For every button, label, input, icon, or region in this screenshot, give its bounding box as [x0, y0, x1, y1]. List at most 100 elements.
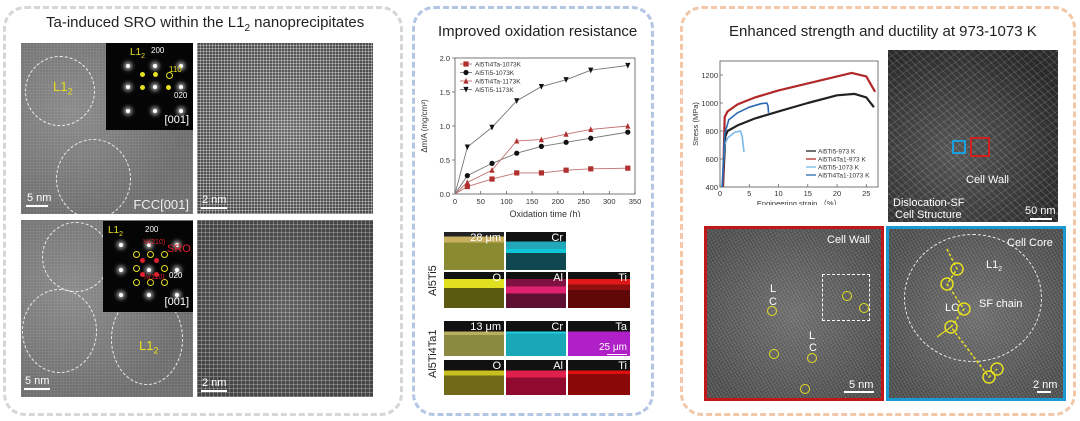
data-point [538, 170, 544, 176]
x-tick-label: 25 [862, 189, 870, 198]
y-tick-label: 1200 [701, 71, 718, 80]
legend-label: Al5Ti4Ta-1073K [475, 62, 522, 69]
y-tick-label: 800 [705, 127, 718, 136]
series-line-0 [721, 92, 875, 188]
panel-oxidation [412, 6, 654, 416]
blue-roi-box [952, 140, 966, 154]
series-line-1 [454, 131, 628, 195]
hrtem-cell-core: Cell Core L12 LC SF chain 2 nm [886, 226, 1066, 401]
y-tick-label: 0.5 [440, 156, 450, 165]
x-tick-label: 350 [629, 197, 642, 206]
data-point [538, 83, 544, 90]
x-tick-label: 15 [804, 189, 812, 198]
eds-map-ti-al5ti5: Ti [568, 272, 630, 308]
x-tick-label: 50 [477, 197, 485, 206]
data-point [464, 183, 470, 190]
x-tick-label: 0 [718, 189, 722, 198]
eds-map-sem-al5ti5: 28 μm [444, 232, 504, 270]
legend-label: Al5Ti5-1173K [475, 87, 514, 94]
plot-frame [454, 57, 636, 195]
oxidation-chart: 0 50 100 150 200 250 300 350 0.0 0.5 1.0 1.5 2.0 Oxid… [420, 54, 642, 217]
sem-dislocation-cell: Cell Wall Dislocation-SF Cell Structure … [888, 50, 1058, 222]
data-point [625, 122, 631, 129]
panel-strength [680, 6, 1076, 416]
data-point [489, 124, 495, 131]
x-tick-label: 100 [500, 197, 513, 206]
x-tick-label: 250 [577, 197, 590, 206]
x-tick-label: 150 [526, 197, 539, 206]
data-point [464, 144, 470, 151]
data-point [563, 77, 569, 83]
data-point [625, 62, 631, 69]
hrtem-image-bottom: 2 nm [197, 220, 373, 397]
data-point [514, 137, 520, 144]
series-line-2 [454, 125, 628, 195]
x-axis-label: Oxidation time (h) [509, 209, 580, 217]
eds-map-o-al5ti4ta1: O [444, 360, 504, 395]
data-point [489, 160, 495, 166]
x-axis-label: Engineering strain （%） [757, 199, 841, 205]
y-axis-label: Δm/A (mg/cm²) [420, 99, 429, 153]
fft-inset-bottom: L12 200 ½(210) SRO ½(110) 020 [001] [103, 221, 193, 312]
plot-frame [719, 60, 879, 188]
hrtem-cell-wall: Cell Wall L C L C 5 nm [704, 226, 884, 401]
data-point [464, 173, 470, 179]
y-tick-label: 0.0 [440, 190, 450, 199]
data-point [489, 176, 495, 182]
data-point [538, 143, 544, 149]
data-point [625, 129, 631, 135]
data-point [588, 135, 594, 141]
panel-title-oxidation: Improved oxidation resistance [438, 23, 638, 40]
x-tick-label: 10 [774, 189, 782, 198]
scale-label: 5 nm [27, 192, 52, 204]
zoom-box [822, 274, 870, 321]
fft-inset-top: L12 200 110 020 [001] [106, 43, 193, 130]
data-point [514, 170, 520, 176]
data-point [625, 165, 631, 171]
data-point [563, 167, 569, 173]
l12-label: L12 [53, 79, 73, 97]
series-line-0 [454, 167, 628, 195]
data-point [563, 131, 569, 137]
legend-label: Al5Ti4Ta-1173K [475, 79, 521, 86]
data-point [464, 179, 470, 186]
eds-map-ti-al5ti4ta1: Ti [568, 360, 630, 395]
panel-title-sro: Ta-induced SRO within the L12 nanoprecip… [46, 14, 365, 34]
legend-label: Al5Ti5-973 K [818, 149, 856, 156]
stress-strain-chart: 0 5 10 15 20 25 400 600 800 1000 1200 Engineering s… [691, 60, 879, 205]
data-point [563, 139, 569, 145]
y-tick-label: 1.5 [440, 88, 450, 97]
series-line-3 [454, 65, 628, 195]
y-tick-label: 2.0 [440, 54, 450, 63]
legend-label: Al5Ti4Ta1-1073 K [818, 173, 870, 180]
eds-sample2-label: Al5Ti4Ta1 [427, 329, 439, 378]
y-tick-label: 600 [705, 155, 718, 164]
panel-title-strength: Enhanced strength and ductility at 973-1… [729, 23, 1037, 40]
x-tick-label: 5 [747, 189, 751, 198]
data-point [588, 166, 594, 172]
x-tick-label: 200 [552, 197, 565, 206]
series-line-3 [721, 102, 770, 188]
data-point [538, 136, 544, 143]
legend-marker [463, 61, 469, 67]
eds-map-al-al5ti5: Al [506, 272, 566, 308]
series-line-1 [721, 71, 877, 188]
eds-map-sem-al5ti4ta1: 13 μm [444, 321, 504, 356]
hrtem-image-top: 2 nm [197, 43, 373, 214]
x-tick-label: 20 [833, 189, 841, 198]
legend-label: Al5Ti4Ta1-973 K [818, 157, 866, 164]
data-point [489, 167, 495, 173]
legend-marker [463, 86, 469, 93]
y-tick-label: 400 [705, 183, 718, 192]
y-tick-label: 1.0 [440, 122, 450, 131]
panel-sro [3, 6, 403, 416]
legend-label: Al5Ti5-1073K [475, 70, 515, 77]
legend-marker [463, 77, 469, 84]
eds-map-cr-al5ti4ta1: Cr [506, 321, 566, 356]
x-tick-label: 0 [453, 197, 457, 206]
eds-map-ta-al5ti4ta1: Ta 25 μm [568, 321, 630, 356]
y-axis-label: Stress (MPa) [691, 102, 700, 146]
eds-map-o-al5ti5: O [444, 272, 504, 308]
legend-label: Al5Ti5-1073 K [818, 165, 860, 172]
legend-marker [463, 69, 469, 76]
